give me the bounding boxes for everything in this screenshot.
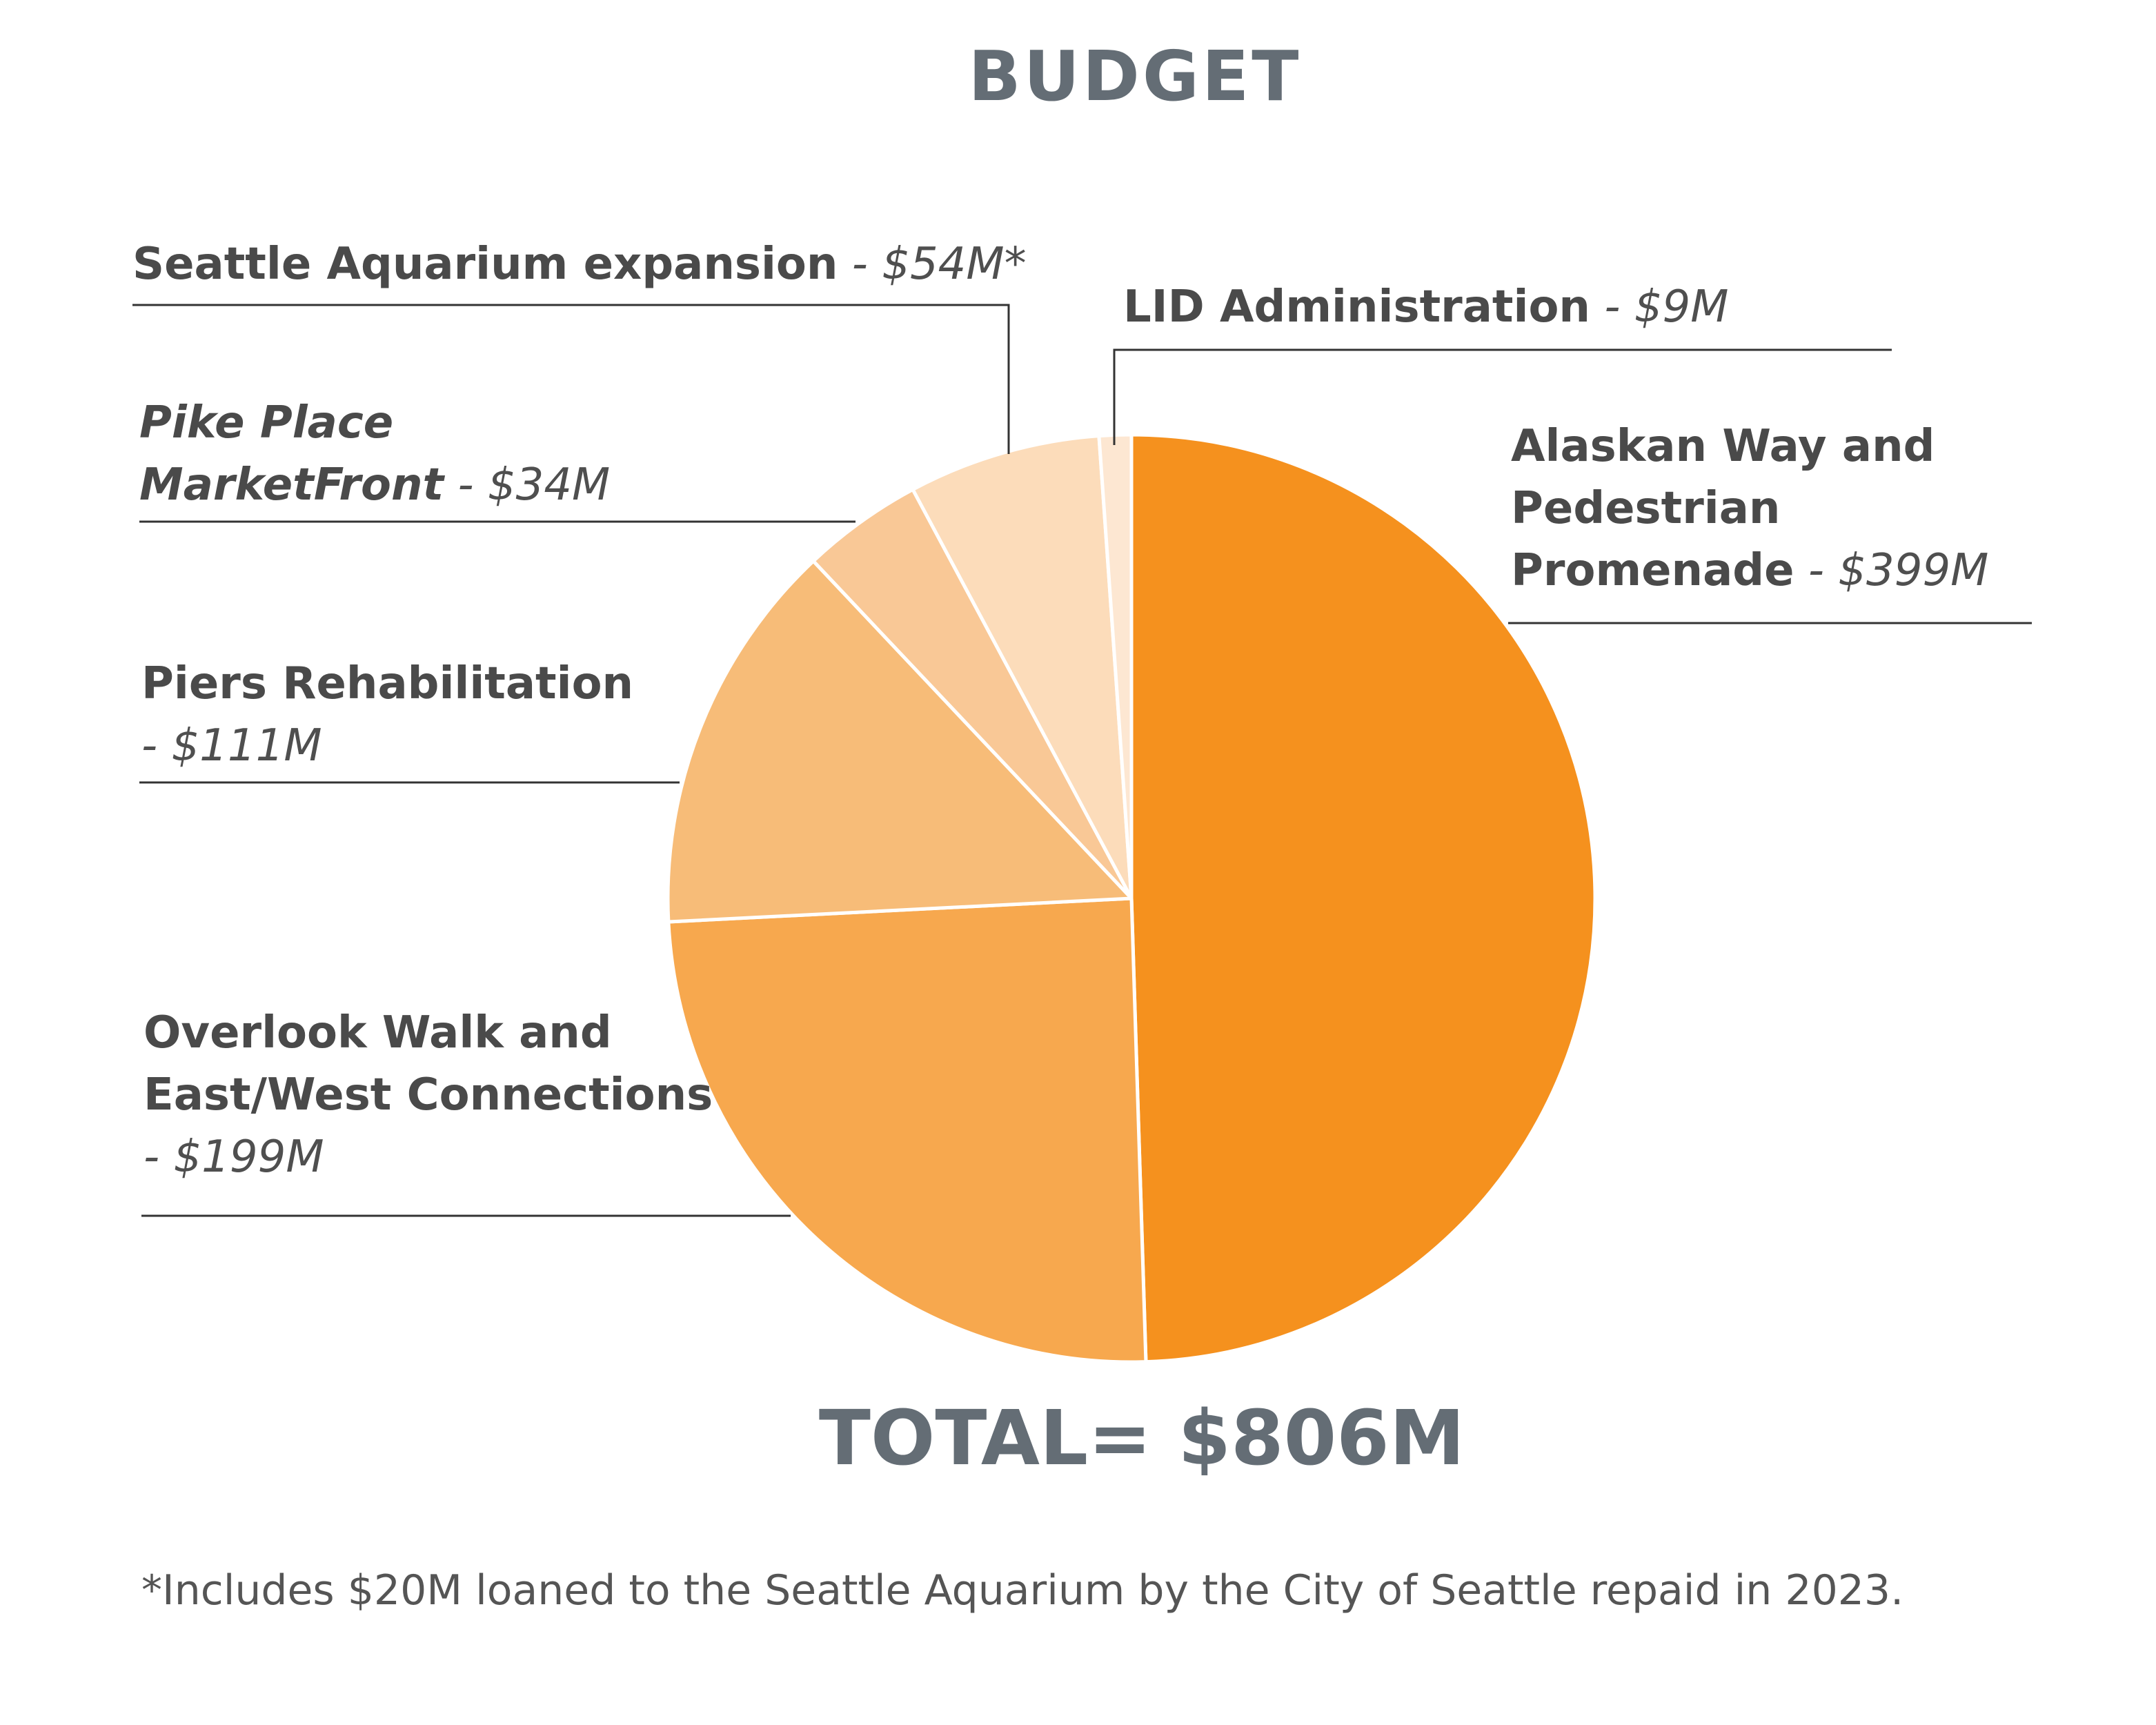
label-alaskan-way: Alaskan Way and Pedestrian Promenade - $… (1511, 415, 1988, 602)
slice-value: - $9M (1604, 282, 1729, 333)
leader-seattle-aquarium (132, 304, 1010, 454)
slice-value: - $54M* (851, 239, 1027, 290)
slice-overlook-walk (666, 896, 1148, 1364)
total-label: TOTAL= $806M (818, 1394, 1465, 1482)
slice-name-line2: Pedestrian (1511, 483, 1781, 534)
leader-lid-administration (1113, 348, 1892, 445)
slice-pike-place-marketfront (811, 487, 1134, 900)
label-overlook-walk: Overlook Walk and East/West Connections … (144, 1002, 713, 1188)
slice-value: - $111M (141, 720, 322, 771)
slice-name-line1: Overlook Walk and (144, 1007, 612, 1058)
slice-name-line2: MarketFront (139, 460, 444, 511)
label-seattle-aquarium: Seattle Aquarium expansion - $54M* (132, 233, 1027, 295)
slice-alaskan-way (1129, 433, 1597, 1364)
slice-name-line1: Pike Place (139, 397, 394, 448)
footnote: *Includes $20M loaned to the Seattle Aqu… (141, 1566, 1904, 1615)
label-pike-place-marketfront: Pike Place MarketFront - $34M (139, 392, 610, 516)
slice-seattle-aquarium (911, 434, 1134, 900)
slice-value: - $199M (144, 1132, 324, 1183)
label-lid-administration: LID Administration - $9M (1123, 276, 1728, 338)
slice-value: - $399M (1808, 545, 1989, 596)
slice-piers-rehabilitation (666, 559, 1134, 924)
slice-name: LID Administration (1123, 282, 1590, 333)
chart-title: BUDGET (968, 36, 1302, 117)
slice-name-line1: Alaskan Way and (1511, 421, 1935, 472)
slice-name: Piers Rehabilitation (141, 658, 634, 709)
slice-name-line3: Promenade (1511, 545, 1794, 596)
slice-value: - $34M (457, 460, 611, 511)
slice-name-line2: East/West Connections (144, 1070, 713, 1121)
slice-name: Seattle Aquarium expansion (132, 239, 838, 290)
label-piers-rehabilitation: Piers Rehabilitation - $111M (141, 653, 633, 777)
